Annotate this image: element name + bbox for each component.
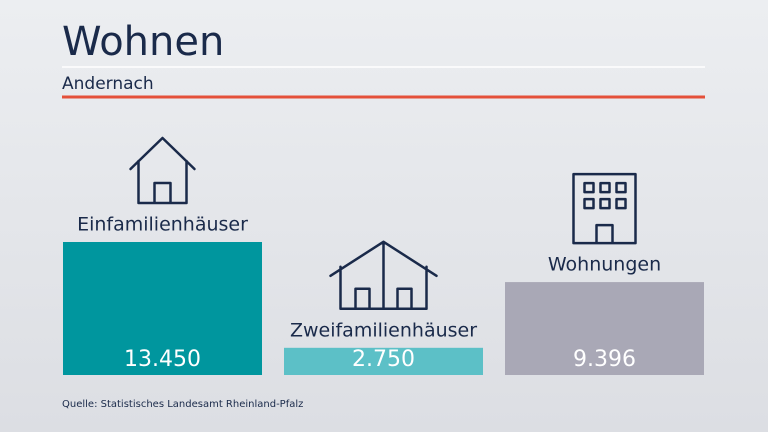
value-label: 9.396	[573, 347, 636, 372]
source: Quelle: Statistisches Landesamt Rheinlan…	[62, 399, 303, 410]
bar	[505, 282, 704, 375]
category-label: Wohnungen	[548, 254, 661, 276]
chart-title: Wohnen	[62, 19, 224, 65]
bar	[284, 347, 483, 375]
value-label: 2.750	[352, 347, 415, 372]
subtitle: Andernach	[62, 74, 154, 94]
category-icon	[572, 172, 637, 245]
category-label: Zweifamilienhäuser	[290, 319, 477, 341]
bar	[63, 242, 262, 375]
value-label: 13.450	[124, 347, 201, 372]
category-icon	[329, 240, 438, 311]
category-icon	[129, 136, 196, 205]
category-label: Einfamilienhäuser	[77, 214, 248, 236]
